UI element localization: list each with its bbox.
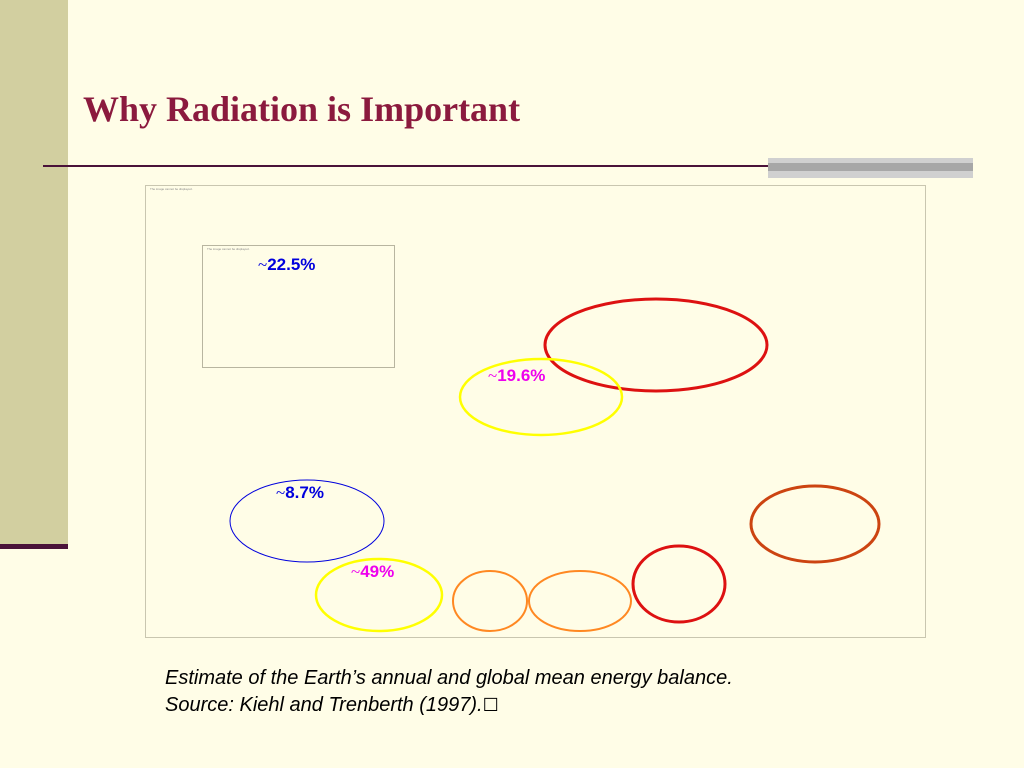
percent-label-49: ~49% bbox=[351, 562, 395, 581]
red-ellipse-upper bbox=[543, 297, 769, 393]
broken-image-notice: The image cannot be displayed. bbox=[150, 187, 193, 191]
yellow-ellipse-bottom bbox=[314, 557, 444, 633]
blue-ellipse-left bbox=[229, 479, 385, 563]
percent-label-22-5: ~22.5% bbox=[258, 255, 316, 274]
side-decoration-bar bbox=[0, 0, 68, 547]
energy-balance-figure-frame: The image cannot be displayed. bbox=[145, 185, 926, 638]
orange-ellipse-b bbox=[528, 570, 632, 632]
caption-line-2: Source: Kiehl and Trenberth (1997).☐ bbox=[165, 692, 733, 719]
yellow-ellipse-middle bbox=[458, 357, 624, 437]
red-ellipse-lower bbox=[631, 544, 727, 624]
slide-title: Why Radiation is Important bbox=[83, 89, 521, 129]
title-divider bbox=[43, 165, 973, 167]
inset-image-frame: The image cannot be displayed. bbox=[202, 245, 395, 368]
figure-caption: Estimate of the Earth’s annual and globa… bbox=[165, 665, 733, 719]
caption-source: Source: Kiehl and Trenberth (1997). bbox=[165, 694, 483, 716]
side-decoration-rule bbox=[0, 544, 68, 549]
caption-line-1: Estimate of the Earth’s annual and globa… bbox=[165, 667, 733, 689]
caption-trailing-glyph: ☐ bbox=[482, 695, 499, 715]
percent-label-8-7: ~8.7% bbox=[276, 483, 324, 502]
rust-ellipse-right bbox=[749, 484, 881, 564]
percent-label-19-6: ~19.6% bbox=[488, 366, 546, 385]
inset-broken-image-notice: The image cannot be displayed. bbox=[207, 247, 250, 251]
orange-ellipse-a bbox=[452, 570, 528, 632]
title-accent-bar bbox=[768, 158, 973, 178]
